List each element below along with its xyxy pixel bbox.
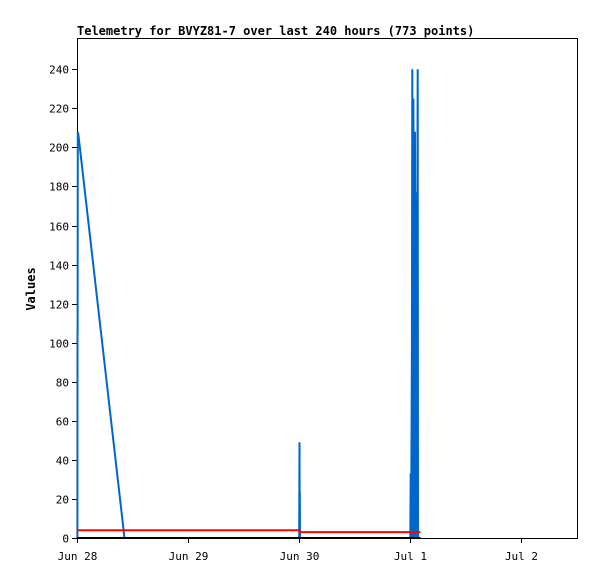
y-tick-label: 200 <box>49 142 69 155</box>
y-tick-label: 220 <box>49 103 69 116</box>
x-axis: Jun 28 Jun 29 Jun 30 Jul 1 Jul 2 <box>58 538 538 563</box>
y-tick-label: 100 <box>49 338 69 351</box>
y-tick-label: 80 <box>56 377 69 390</box>
chart-title: Telemetry for BVYZ81-7 over last 240 hou… <box>77 24 474 38</box>
y-tick-label: 40 <box>56 455 69 468</box>
x-tick-label: Jul 2 <box>505 550 538 563</box>
y-tick-label: 20 <box>56 494 69 507</box>
x-tick-label: Jun 28 <box>58 550 98 563</box>
series-layer <box>76 69 421 539</box>
y-axis-label: Values <box>24 267 38 310</box>
x-tick-label: Jun 29 <box>169 550 209 563</box>
y-tick-label: 160 <box>49 221 69 234</box>
y-tick-label: 120 <box>49 299 69 312</box>
y-tick-label: 180 <box>49 181 69 194</box>
y-axis: 0 20 40 60 80 100 120 140 160 180 200 220 240 <box>49 64 77 546</box>
series-line-blue <box>76 69 421 539</box>
y-tick-label: 0 <box>62 533 69 546</box>
y-tick-label: 140 <box>49 260 69 273</box>
series-line-red <box>77 529 421 534</box>
y-tick-label: 60 <box>56 416 69 429</box>
plot-area <box>77 38 578 539</box>
x-tick-label: Jun 30 <box>280 550 320 563</box>
y-tick-label: 240 <box>49 64 69 77</box>
x-tick-label: Jul 1 <box>394 550 427 563</box>
